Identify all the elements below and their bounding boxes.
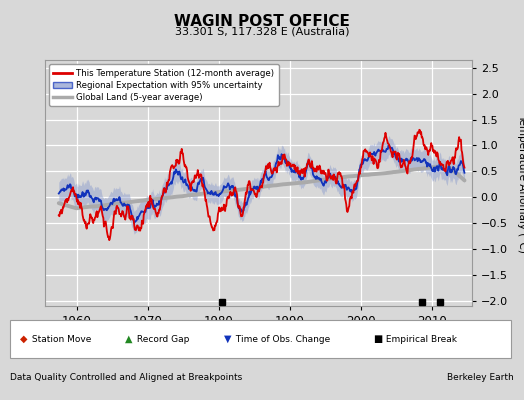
- Text: Time of Obs. Change: Time of Obs. Change: [233, 334, 331, 344]
- Text: Station Move: Station Move: [29, 334, 91, 344]
- Text: ▼: ▼: [224, 334, 232, 344]
- Y-axis label: Temperature Anomaly (°C): Temperature Anomaly (°C): [517, 114, 524, 252]
- Text: Record Gap: Record Gap: [134, 334, 189, 344]
- Text: ◆: ◆: [20, 334, 27, 344]
- Text: Berkeley Earth: Berkeley Earth: [447, 374, 514, 382]
- Text: ■: ■: [373, 334, 382, 344]
- Legend: This Temperature Station (12-month average), Regional Expectation with 95% uncer: This Temperature Station (12-month avera…: [49, 64, 279, 106]
- Text: Data Quality Controlled and Aligned at Breakpoints: Data Quality Controlled and Aligned at B…: [10, 374, 243, 382]
- Text: ▲: ▲: [125, 334, 132, 344]
- Text: WAGIN POST OFFICE: WAGIN POST OFFICE: [174, 14, 350, 29]
- Text: Empirical Break: Empirical Break: [383, 334, 456, 344]
- Text: 33.301 S, 117.328 E (Australia): 33.301 S, 117.328 E (Australia): [174, 26, 350, 36]
